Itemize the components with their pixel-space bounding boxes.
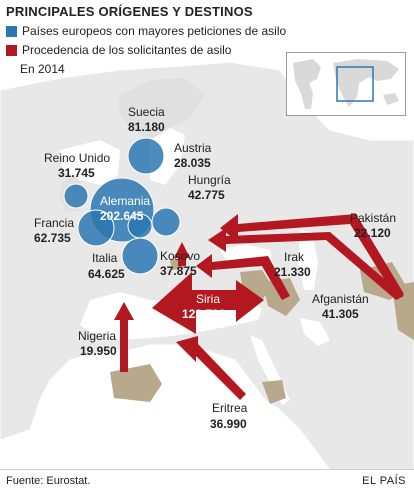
arrow-nigeria xyxy=(114,302,134,372)
bubble-reino-unido xyxy=(63,183,89,209)
year-note: En 2014 xyxy=(20,62,65,76)
world-inset-svg xyxy=(293,59,399,109)
persian-gulf xyxy=(300,318,330,346)
label-eritrea-name: Eritrea xyxy=(212,401,248,415)
legend-item-destinations: Países europeos con mayores peticiones d… xyxy=(6,24,286,38)
label-hungria-name: Hungría xyxy=(188,173,231,187)
legend-swatch-blue xyxy=(6,25,17,37)
north-sea xyxy=(60,140,120,185)
legend-label: Procedencia de los solicitantes de asilo xyxy=(22,43,232,57)
label-alemania-value: 202.645 xyxy=(100,209,144,223)
label-irak-name: Irak xyxy=(284,250,305,264)
arrow-kosovo xyxy=(174,242,190,266)
caspian-sea xyxy=(298,230,318,290)
brand-label: EL PAÍS xyxy=(362,475,406,487)
label-suecia-value: 81.180 xyxy=(128,120,165,134)
bubbles xyxy=(63,137,181,275)
label-nigeria-name: Nigeria xyxy=(78,329,116,343)
legend-swatch-red xyxy=(6,44,17,56)
label-austria-value: 28.035 xyxy=(174,156,211,170)
bubble-hungria xyxy=(151,207,181,237)
world-inset-map xyxy=(286,52,406,116)
label-siria-name: Siria xyxy=(196,292,220,306)
label-francia-name: Francia xyxy=(34,216,74,230)
label-siria-value: 122.790 xyxy=(182,307,226,321)
inset-australia xyxy=(383,93,399,105)
inset-eurasia-africa xyxy=(333,59,399,107)
label-italia-value: 64.625 xyxy=(88,267,125,281)
bubble-suecia xyxy=(127,137,165,175)
label-austria-name: Austria xyxy=(174,141,212,155)
origin-nigeria xyxy=(110,364,162,402)
bubble-italia xyxy=(121,237,159,275)
label-alemania-name: Alemania xyxy=(100,194,150,208)
arrows xyxy=(114,214,404,400)
arrow-afghanistan xyxy=(208,228,404,300)
arrow-iraq xyxy=(196,254,290,300)
label-italia-name: Italia xyxy=(92,251,118,265)
label-kosovo-value: 37.875 xyxy=(160,264,197,278)
label-pakistan-value: 22.120 xyxy=(354,226,391,240)
label-reino-unido-value: 31.745 xyxy=(58,166,95,180)
baltic-sea xyxy=(150,128,185,185)
bubble-francia xyxy=(77,209,115,247)
footer-divider xyxy=(0,469,414,470)
arrow-pakistan xyxy=(220,214,404,298)
legend-item-origins: Procedencia de los solicitantes de asilo xyxy=(6,43,231,57)
label-pakistan-name: Pakistán xyxy=(350,211,396,225)
label-afganistan-name: Afganistán xyxy=(312,292,369,306)
arrow-syria xyxy=(152,272,264,334)
label-afganistan-value: 41.305 xyxy=(322,307,359,321)
inset-americas xyxy=(293,59,321,109)
label-eritrea-value: 36.990 xyxy=(210,417,247,431)
source-note: Fuente: Eurostat. xyxy=(6,475,91,487)
label-kosovo-name: Kosovo xyxy=(160,249,200,263)
label-hungria-value: 42.775 xyxy=(188,188,225,202)
label-francia-value: 62.735 xyxy=(34,231,71,245)
legend-label: Países europeos con mayores peticiones d… xyxy=(22,24,287,38)
origin-eritrea xyxy=(262,380,286,404)
label-suecia-name: Suecia xyxy=(128,105,165,119)
page-title: PRINCIPALES ORÍGENES Y DESTINOS xyxy=(6,4,253,19)
arrow-eritrea xyxy=(176,336,246,400)
label-irak-value: 21.330 xyxy=(274,265,311,279)
label-reino-unido-name: Reino Unido xyxy=(44,151,110,165)
label-nigeria-value: 19.950 xyxy=(80,344,117,358)
inset-focus-box xyxy=(336,66,374,102)
scandinavia xyxy=(118,78,205,140)
